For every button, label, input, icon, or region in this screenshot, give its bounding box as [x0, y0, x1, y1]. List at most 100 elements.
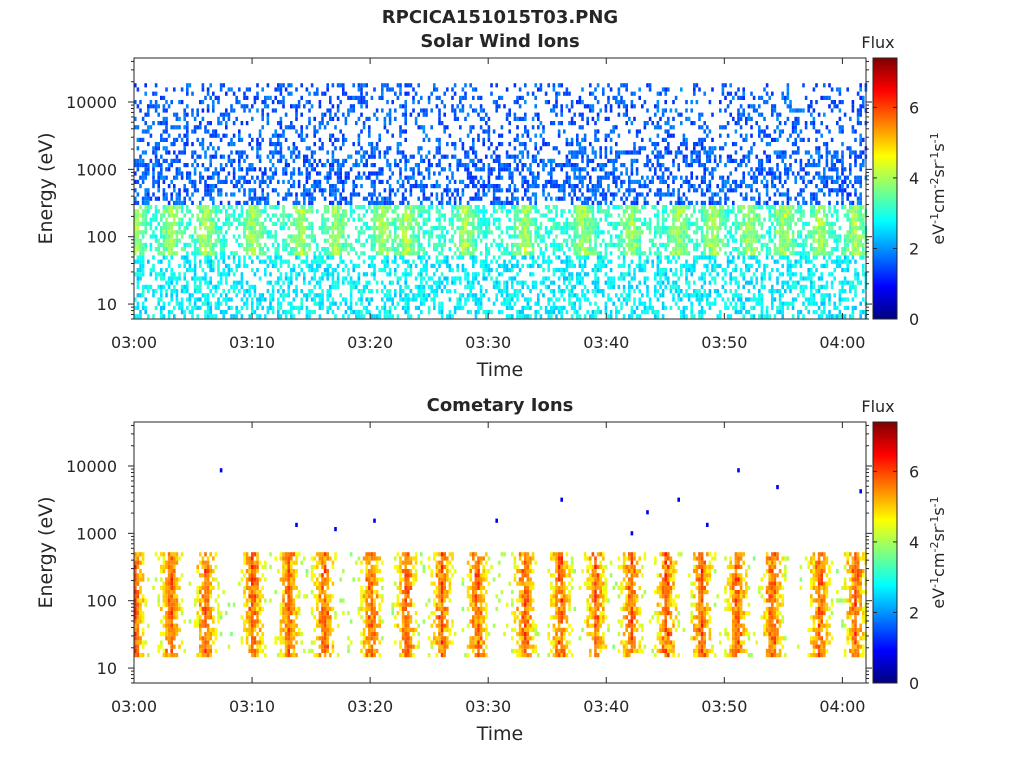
- heatmap-cell: [232, 167, 236, 172]
- heatmap-cell: [326, 217, 329, 222]
- heatmap-cell: [199, 259, 202, 264]
- heatmap-cell: [292, 142, 296, 147]
- heatmap-cell: [383, 255, 387, 260]
- heatmap-cell: [628, 116, 631, 121]
- heatmap-cell: [430, 184, 433, 189]
- heatmap-cell: [365, 209, 368, 214]
- heatmap-cell: [373, 314, 376, 319]
- heatmap-cell: [492, 158, 496, 163]
- heatmap-cell: [498, 175, 501, 180]
- heatmap-cell: [479, 167, 483, 172]
- heatmap-cell: [139, 108, 142, 113]
- heatmap-cell: [466, 167, 470, 172]
- heatmap-cell: [212, 91, 215, 96]
- heatmap-cell: [498, 221, 501, 226]
- heatmap-cell: [638, 146, 641, 151]
- heatmap-cell: [256, 255, 259, 260]
- heatmap-cell: [212, 293, 215, 298]
- heatmap-cell: [297, 167, 301, 172]
- heatmap-cell: [500, 272, 504, 277]
- heatmap-cell: [459, 297, 462, 302]
- heatmap-cell: [518, 158, 522, 163]
- heatmap-cell: [178, 276, 181, 281]
- heatmap-cell: [555, 112, 558, 117]
- heatmap-cell: [277, 289, 280, 294]
- heatmap-cell: [144, 91, 147, 96]
- heatmap-cell: [552, 251, 556, 256]
- heatmap-cell: [238, 133, 241, 138]
- heatmap-cell: [407, 158, 410, 163]
- heatmap-cell: [365, 284, 368, 289]
- heatmap-cell: [154, 209, 158, 214]
- heatmap-cell: [646, 184, 649, 189]
- heatmap-cell: [245, 171, 249, 176]
- heatmap-cell: [173, 305, 176, 310]
- heatmap-cell: [482, 167, 485, 172]
- heatmap-cell: [180, 209, 184, 214]
- heatmap-cell: [240, 213, 244, 218]
- heatmap-cell: [479, 95, 483, 100]
- heatmap-cell: [331, 192, 335, 197]
- heatmap-cell: [141, 289, 145, 294]
- heatmap-cell: [217, 259, 220, 264]
- heatmap-cell: [277, 205, 280, 210]
- heatmap-cell: [297, 251, 301, 256]
- heatmap-cell: [199, 247, 202, 252]
- heatmap-cell: [167, 234, 171, 239]
- heatmap-cell: [464, 247, 467, 252]
- heatmap-cell: [472, 163, 475, 168]
- heatmap-cell: [282, 280, 285, 285]
- heatmap-cell: [230, 192, 233, 197]
- heatmap-cell: [282, 242, 285, 247]
- heatmap-cell: [576, 276, 579, 281]
- heatmap-cell: [487, 146, 491, 151]
- heatmap-cell: [635, 167, 639, 172]
- heatmap-cell: [576, 251, 579, 256]
- heatmap-cell: [342, 276, 345, 281]
- heatmap-cell: [334, 284, 337, 289]
- heatmap-cell: [643, 146, 647, 151]
- heatmap-cell: [570, 305, 574, 310]
- heatmap-cell: [310, 192, 314, 197]
- heatmap-cell: [147, 108, 150, 113]
- heatmap-cell: [199, 209, 202, 214]
- heatmap-cell: [498, 217, 501, 222]
- heatmap-cell: [516, 163, 519, 168]
- heatmap-cell: [412, 108, 415, 113]
- heatmap-cell: [139, 205, 142, 210]
- heatmap-cell: [362, 163, 366, 168]
- heatmap-cell: [180, 100, 184, 105]
- heatmap-cell: [482, 234, 485, 239]
- heatmap-cell: [534, 200, 537, 205]
- heatmap-cell: [472, 146, 475, 151]
- heatmap-cell: [409, 272, 413, 277]
- heatmap-cell: [417, 255, 420, 260]
- heatmap-cell: [139, 230, 142, 235]
- heatmap-cell: [258, 200, 262, 205]
- heatmap-cell: [552, 158, 556, 163]
- heatmap-cell: [427, 234, 431, 239]
- heatmap-cell: [628, 280, 631, 285]
- heatmap-cell: [183, 263, 186, 268]
- heatmap-cell: [188, 196, 192, 201]
- heatmap-cell: [656, 226, 660, 231]
- heatmap-cell: [204, 314, 207, 319]
- heatmap-cell: [305, 158, 309, 163]
- heatmap-cell: [264, 205, 267, 210]
- heatmap-cell: [526, 221, 530, 226]
- heatmap-cell: [492, 188, 496, 193]
- heatmap-cell: [555, 146, 558, 151]
- heatmap-cell: [160, 297, 163, 302]
- heatmap-cell: [336, 158, 340, 163]
- heatmap-cell: [487, 167, 491, 172]
- heatmap-cell: [607, 158, 610, 163]
- heatmap-cell: [204, 247, 207, 252]
- heatmap-cell: [576, 150, 579, 155]
- heatmap-cell: [245, 242, 249, 247]
- heatmap-cell: [170, 158, 173, 163]
- heatmap-cell: [212, 154, 215, 159]
- heatmap-cell: [516, 95, 519, 100]
- heatmap-cell: [422, 217, 426, 222]
- heatmap-cell: [573, 154, 576, 159]
- heatmap-cell: [214, 171, 218, 176]
